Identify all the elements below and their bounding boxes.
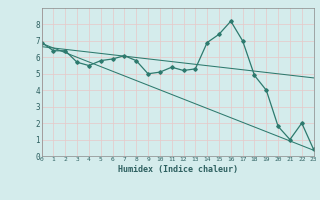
X-axis label: Humidex (Indice chaleur): Humidex (Indice chaleur) xyxy=(118,165,237,174)
